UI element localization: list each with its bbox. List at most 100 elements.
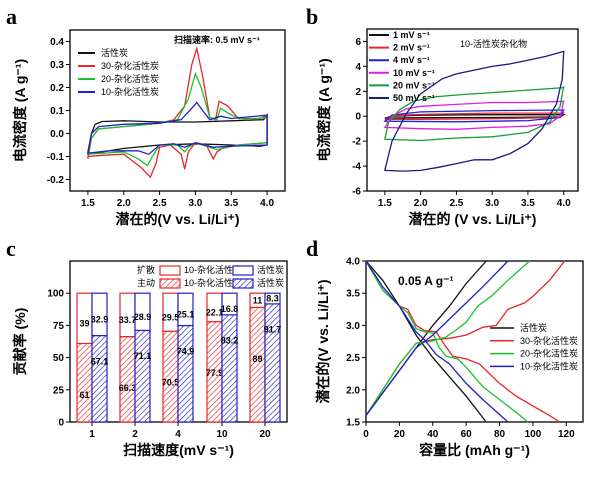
- scan-rate-annotation: 扫描速率: 0.5 mV s⁻¹: [174, 34, 260, 45]
- x-tick-label: 3.0: [188, 198, 202, 209]
- y-tick-label: 3.5: [346, 289, 360, 300]
- legend-label: 1 mV s⁻¹: [393, 30, 430, 40]
- x-tick-label: 2.5: [449, 198, 463, 209]
- legend-label: 10-杂化活性炭: [184, 277, 242, 288]
- x-tick-label: 1: [89, 429, 95, 440]
- x-tick-label: 2.0: [414, 198, 428, 209]
- x-tick-label: 4: [175, 429, 181, 440]
- bar-capacitive: [162, 330, 179, 423]
- series-line-2: [383, 109, 565, 123]
- y-tick-label: 4.0: [346, 257, 360, 268]
- y-tick-label: 0: [355, 112, 361, 123]
- bar-label-capacitive: 91.7: [264, 325, 282, 335]
- y-tick-label: 3.0: [346, 321, 360, 332]
- bar-capacitive: [134, 329, 151, 423]
- x-tick-label: 20: [259, 429, 271, 440]
- x-tick-label: 80: [494, 429, 506, 440]
- x-tick-label: 0: [363, 429, 369, 440]
- bar-capacitive: [177, 324, 194, 423]
- x-tick-label: 1.5: [81, 198, 95, 209]
- bar-capacitive: [76, 342, 93, 423]
- y-axis-label: 电流密度 (A g⁻¹): [12, 59, 28, 162]
- x-tick-label: 2.0: [117, 198, 131, 209]
- y-tick-label: -0.2: [47, 175, 65, 186]
- x-tick-label: 3.0: [485, 198, 499, 209]
- panel-letter-c: c: [6, 236, 16, 261]
- legend-label: 10-杂化活性炭: [101, 86, 159, 97]
- y-tick-label: -4: [352, 162, 361, 173]
- y-tick-label: 2.0: [346, 385, 360, 396]
- bar-capacitive: [264, 303, 281, 423]
- x-tick-label: 3.5: [224, 198, 238, 209]
- bar-label-capacitive: 89: [252, 354, 262, 364]
- x-axis-label: 容量比 (mAh g⁻¹): [418, 442, 530, 458]
- axes-c: 0 25 50 75 100 扫描速度(mV s⁻¹) 贡献率 (%): [12, 260, 288, 458]
- bar-label-diffusion: 28.9: [134, 312, 152, 322]
- y-axis-label: 电流密度 (A g⁻¹): [316, 58, 332, 161]
- panel-letter-b: b: [306, 4, 318, 29]
- x-tick-label: 2: [132, 429, 138, 440]
- bar-label-capacitive: 71.1: [134, 351, 152, 361]
- plot-frame: [365, 260, 584, 423]
- y-tick-label: 75: [53, 321, 65, 332]
- discharge-curve-1: [365, 260, 560, 423]
- bar-label-capacitive: 74.9: [177, 346, 195, 356]
- discharge-curve-2: [365, 260, 529, 423]
- y-axis-label: 贡献率 (%): [12, 308, 28, 376]
- charge-curve-3: [365, 260, 509, 416]
- legend-label: 30-杂化活性炭: [520, 335, 578, 346]
- bar-label-capacitive: 61: [79, 390, 89, 400]
- bar-label-diffusion: 39: [79, 318, 89, 328]
- y-tick-label: 50: [53, 353, 65, 364]
- bar-label-diffusion: 33.7: [119, 315, 137, 325]
- bar-diffusion: [91, 292, 108, 337]
- x-tick-label: 20: [394, 429, 406, 440]
- legend-label: 10 mV s⁻¹: [393, 68, 435, 78]
- series-line-1: [384, 112, 566, 120]
- bar-diffusion: [134, 292, 151, 332]
- y-tick-label: 25: [53, 385, 65, 396]
- y-tick-label: 0.0: [50, 129, 64, 140]
- bar-label-diffusion: 22.1: [206, 308, 224, 318]
- x-tick-label: 60: [461, 429, 473, 440]
- y-tick-label: 0.4: [50, 37, 64, 48]
- charge-curve-2: [365, 260, 531, 416]
- panel-letter-d: d: [306, 236, 318, 261]
- bar-label-diffusion: 29.5: [162, 312, 180, 322]
- legend-swatch: [232, 265, 254, 276]
- legend-row-label: 主动: [137, 277, 155, 288]
- x-tick-label: 3.5: [521, 198, 535, 209]
- legend-label: 2 mV s⁻¹: [393, 43, 430, 53]
- series-line-0: [87, 113, 268, 155]
- y-tick-label: 6: [355, 37, 361, 48]
- legend-label: 活性炭: [257, 277, 284, 288]
- discharge-curve-3: [365, 260, 509, 423]
- bar-capacitive: [119, 336, 136, 423]
- bar-label-capacitive: 67.1: [91, 356, 109, 366]
- legend-label: 20 mV s⁻¹: [393, 80, 435, 90]
- y-tick-label: 2.5: [346, 353, 360, 364]
- series-line-4: [384, 86, 565, 142]
- x-axis-label: 潜在的 (V vs. Li/Li⁺): [409, 211, 537, 227]
- legend-label: 活性炭: [101, 47, 128, 58]
- y-tick-label: 100: [47, 289, 64, 300]
- panel-letter-a: a: [6, 4, 17, 29]
- x-tick-label: 4.0: [557, 198, 571, 209]
- legend-label: 活性炭: [520, 322, 547, 333]
- legend-swatch: [159, 265, 181, 276]
- legend-label: 20-杂化活性炭: [101, 73, 159, 84]
- y-tick-label: -6: [352, 187, 361, 198]
- legend-label: 20-杂化活性炭: [520, 348, 578, 359]
- bar-diffusion: [221, 292, 238, 316]
- legend-label: 10-杂化活性炭: [520, 360, 578, 371]
- axes-a: 1.5 2.0 2.5 3.0 3.5 4.0 -0.2 -0.1 0.0 0.1 0.2 0.3 0.…: [12, 29, 286, 227]
- legend-swatch: [232, 278, 254, 289]
- axes-d: 0 20 40 60 80 100 120 1.5 2.0 2.5 3.0 3.5 4.0 容量比 (mA…: [315, 257, 584, 458]
- plot-frame: [366, 28, 579, 192]
- y-tick-label: -2: [352, 137, 361, 148]
- legend-row-label: 扩散: [137, 264, 155, 275]
- bar-capacitive: [91, 334, 108, 423]
- series-line-3: [87, 101, 268, 155]
- y-tick-label: 0.2: [50, 83, 64, 94]
